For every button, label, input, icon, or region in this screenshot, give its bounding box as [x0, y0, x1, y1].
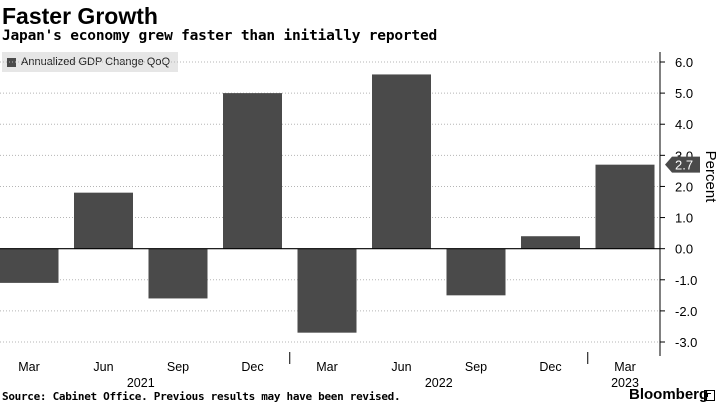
- x-year-label: 2023: [611, 376, 639, 390]
- y-tick-label: 6.0: [675, 55, 693, 70]
- y-tick-label: 4.0: [675, 117, 693, 132]
- source-note: Source: Cabinet Office. Previous results…: [2, 390, 401, 403]
- bar: [74, 192, 133, 249]
- x-year-label: 2021: [127, 376, 155, 390]
- x-tick-label: Sep: [465, 360, 487, 374]
- latest-value-label: 2.7: [675, 158, 693, 173]
- bloomberg-logo: Bloomberg: [629, 386, 709, 403]
- x-tick-label: Jun: [391, 360, 411, 374]
- bar: [446, 248, 506, 296]
- bar: [297, 248, 357, 333]
- x-tick-label: Mar: [614, 360, 636, 374]
- chart-subtitle: Japan's economy grew faster than initial…: [2, 28, 438, 44]
- latest-value-badge: [665, 156, 700, 173]
- y-tick-label: 5.0: [675, 86, 693, 101]
- x-tick-label: Sep: [167, 360, 189, 374]
- axis-labels: 6.05.04.03.02.01.00.0-1.0-2.0-3.02.7 Perc…: [18, 55, 719, 390]
- x-year-label: 2022: [425, 376, 453, 390]
- legend-label: Annualized GDP Change QoQ: [21, 56, 170, 68]
- y-tick-label: -1.0: [675, 273, 697, 288]
- y-tick-label: -3.0: [675, 335, 697, 350]
- bar: [148, 248, 208, 299]
- axes: [0, 52, 665, 364]
- legend-swatch: [7, 57, 16, 67]
- chart-title: Faster Growth: [2, 3, 158, 29]
- x-tick-label: Dec: [241, 360, 263, 374]
- y-tick-label: 1.0: [675, 211, 693, 226]
- x-tick-label: Jun: [93, 360, 113, 374]
- x-tick-label: Mar: [18, 360, 40, 374]
- y-tick-label: 2.0: [675, 179, 693, 194]
- x-tick-label: Dec: [539, 360, 561, 374]
- bar: [595, 164, 655, 249]
- y-tick-label: -2.0: [675, 304, 697, 319]
- bloomberg-window-icon: [704, 390, 715, 401]
- x-tick-label: Mar: [316, 360, 338, 374]
- bar: [372, 74, 431, 249]
- bar: [0, 248, 59, 283]
- y-axis-title: Percent: [702, 151, 719, 204]
- bars: [0, 74, 655, 333]
- bar: [521, 236, 580, 249]
- bar: [223, 93, 282, 249]
- y-tick-label: 0.0: [675, 242, 693, 257]
